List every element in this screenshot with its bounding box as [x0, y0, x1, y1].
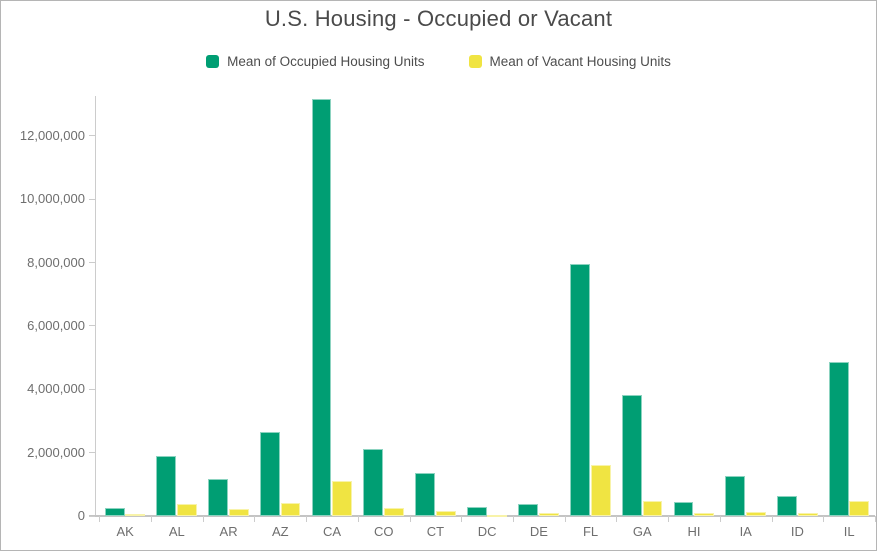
bar-occupied-DE[interactable]: [518, 504, 539, 516]
x-tick-mark: [513, 516, 514, 522]
x-axis-line: [89, 515, 875, 517]
legend-label-vacant: Mean of Vacant Housing Units: [489, 54, 671, 69]
x-axis-label-CT: CT: [426, 524, 445, 539]
x-axis-label-IL: IL: [843, 524, 855, 539]
x-axis-label-ID: ID: [790, 524, 804, 539]
legend-item-vacant[interactable]: Mean of Vacant Housing Units: [468, 54, 671, 69]
bar-vacant-IL[interactable]: [849, 500, 870, 516]
x-tick-mark: [461, 516, 463, 522]
x-axis-label-AZ: AZ: [271, 524, 289, 539]
x-axis-label-AK: AK: [116, 524, 134, 539]
y-tick-mark: [89, 515, 95, 517]
y-axis-tick-label: 0: [77, 508, 85, 523]
x-axis-label-CA: CA: [322, 524, 342, 539]
bar-vacant-CT[interactable]: [435, 511, 456, 516]
bar-occupied-IL[interactable]: [828, 361, 849, 516]
x-axis-label-HI: HI: [687, 524, 701, 539]
y-axis-line: [95, 96, 96, 516]
x-tick-mark: [357, 516, 359, 522]
chart-title: U.S. Housing - Occupied or Vacant: [264, 6, 613, 31]
bar-vacant-IA[interactable]: [745, 511, 766, 516]
y-tick-mark: [89, 388, 95, 390]
x-tick-mark: [875, 516, 876, 522]
x-tick-mark: [151, 516, 152, 522]
x-axis-label-IA: IA: [739, 524, 752, 539]
bar-occupied-CT[interactable]: [415, 472, 435, 516]
x-axis-label-DE: DE: [529, 524, 548, 539]
x-tick-mark: [823, 516, 825, 522]
bar-vacant-DE[interactable]: [539, 513, 560, 516]
bar-vacant-AR[interactable]: [228, 509, 249, 516]
y-tick-mark: [89, 325, 95, 327]
y-tick-mark: [89, 198, 95, 200]
y-axis-tick-label: 6,000,000: [27, 317, 85, 333]
bar-occupied-IA[interactable]: [725, 475, 746, 516]
bar-vacant-AK[interactable]: [125, 514, 146, 517]
x-axis-label-AL: AL: [168, 524, 185, 539]
legend: Mean of Occupied Housing Units Mean of V…: [1, 54, 876, 69]
bar-vacant-FL[interactable]: [590, 464, 611, 516]
legend-label-occupied: Mean of Occupied Housing Units: [227, 54, 425, 69]
bar-vacant-DC[interactable]: [487, 514, 508, 517]
x-axis-label-CO: CO: [373, 524, 394, 539]
x-tick-mark: [306, 516, 308, 522]
bar-occupied-AR[interactable]: [208, 478, 229, 516]
bar-vacant-CO[interactable]: [383, 508, 404, 516]
y-tick-mark: [89, 452, 95, 454]
bar-vacant-HI[interactable]: [694, 513, 715, 516]
legend-swatch-occupied-icon: [206, 55, 220, 68]
bar-occupied-GA[interactable]: [621, 395, 642, 516]
bar-vacant-GA[interactable]: [642, 500, 663, 516]
x-axis-label-AR: AR: [219, 524, 238, 539]
bar-occupied-CO[interactable]: [363, 449, 384, 516]
x-tick-mark: [668, 516, 670, 522]
y-tick-mark: [89, 135, 95, 137]
y-axis-tick-label: 4,000,000: [27, 381, 85, 397]
bar-vacant-ID[interactable]: [797, 513, 818, 516]
bar-occupied-DC[interactable]: [466, 507, 487, 516]
x-tick-mark: [409, 516, 411, 522]
x-tick-mark: [99, 516, 101, 522]
bar-occupied-AZ[interactable]: [259, 432, 280, 516]
legend-item-occupied[interactable]: Mean of Occupied Housing Units: [206, 54, 425, 69]
x-tick-mark: [202, 516, 204, 522]
x-tick-mark: [564, 516, 566, 522]
legend-swatch-vacant-icon: [468, 55, 482, 68]
bar-occupied-AK[interactable]: [104, 508, 125, 516]
x-tick-mark: [771, 516, 773, 522]
x-axis-label-FL: FL: [582, 524, 599, 539]
bar-vacant-AL[interactable]: [177, 503, 198, 516]
x-tick-mark: [616, 516, 618, 522]
y-tick-mark: [89, 262, 95, 264]
x-tick-mark: [254, 516, 256, 522]
bar-occupied-HI[interactable]: [673, 502, 694, 516]
y-axis-tick-label: 12,000,000: [19, 127, 85, 143]
bar-occupied-AL[interactable]: [156, 455, 177, 516]
y-axis-tick-label: 2,000,000: [27, 444, 85, 460]
bar-vacant-CA[interactable]: [332, 481, 353, 516]
y-axis-tick-label: 10,000,000: [19, 191, 85, 207]
bar-occupied-ID[interactable]: [777, 495, 797, 516]
y-axis-tick-label: 8,000,000: [27, 254, 85, 270]
bar-occupied-FL[interactable]: [570, 264, 591, 516]
bar-occupied-CA[interactable]: [311, 98, 332, 516]
x-axis-label-DC: DC: [477, 524, 497, 539]
x-tick-mark: [719, 516, 721, 522]
bar-vacant-AZ[interactable]: [280, 503, 301, 516]
x-axis-label-GA: GA: [632, 524, 652, 539]
